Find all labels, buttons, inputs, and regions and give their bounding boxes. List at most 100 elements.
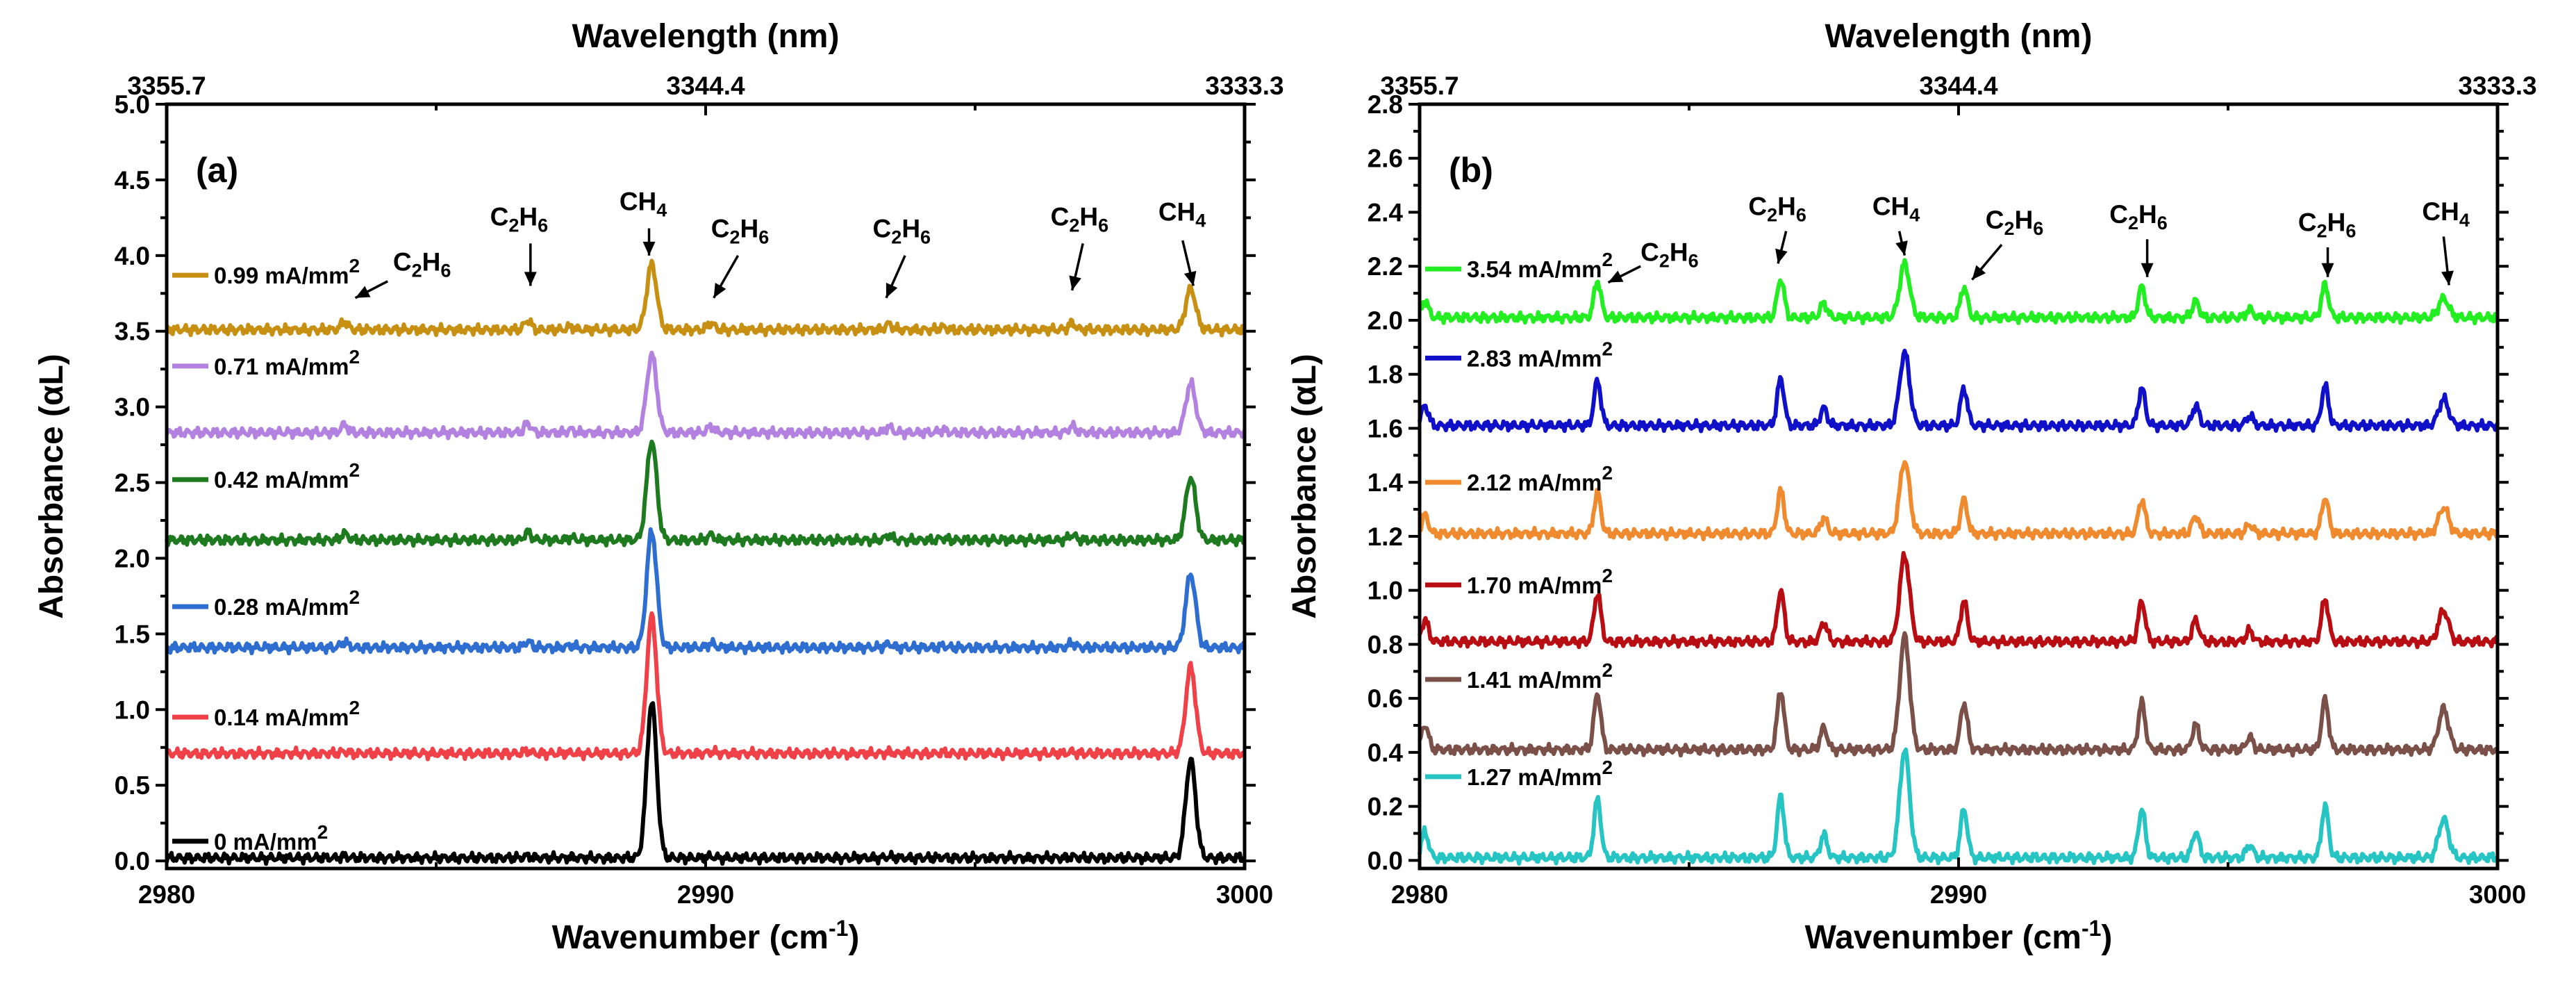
species-sub: 4 <box>656 199 667 220</box>
legend-label: 1.27 mA/mm2 <box>1467 757 1613 790</box>
species-main: C <box>1748 192 1767 220</box>
y-tick-label: 2.4 <box>1368 198 1404 227</box>
legend-label: 3.54 mA/mm2 <box>1467 249 1613 282</box>
arrowhead <box>524 272 537 286</box>
species-mid: H <box>901 215 920 243</box>
species-main: CH <box>2422 197 2459 226</box>
species-label: C2H6 <box>2109 200 2168 233</box>
y-tick-label: 2.6 <box>1368 145 1403 173</box>
legend-label: 1.41 mA/mm2 <box>1467 659 1613 693</box>
x-axis-title-close: ) <box>848 919 859 956</box>
arrowhead <box>1895 240 1908 256</box>
legend-label: 0.14 mA/mm2 <box>214 697 360 730</box>
species-sub: 4 <box>1909 204 1920 225</box>
species-sub: 2 <box>508 215 519 236</box>
arrowhead <box>642 241 656 256</box>
series-line <box>1418 258 2499 326</box>
y-tick-label: 2.5 <box>115 469 150 497</box>
y-tick-label: 4.5 <box>115 166 150 195</box>
panel-label: (b) <box>1449 151 1493 190</box>
species-main: C <box>873 215 892 243</box>
species-label: C2H6 <box>1986 206 2044 239</box>
legend-label-sup: 2 <box>1602 659 1613 681</box>
species-mid: H <box>1777 192 1796 220</box>
arrowhead <box>355 286 371 298</box>
top-tick-label: 3355.7 <box>127 72 206 100</box>
peak-annotation: C2H6 <box>711 215 769 299</box>
peak-annotation: CH4 <box>1872 192 1920 256</box>
top-axis-title: Wavelength (nm) <box>572 18 840 55</box>
legend-label-sup: 2 <box>1602 462 1613 484</box>
species-main: C <box>1986 206 2004 234</box>
arrowhead <box>1775 248 1788 264</box>
legend-label-sup: 2 <box>317 821 329 843</box>
y-tick-label: 3.0 <box>115 393 150 422</box>
species-sub: 2 <box>1069 215 1079 236</box>
y-tick-label: 2.2 <box>1368 252 1403 281</box>
peak-annotation: C2H6 <box>1748 192 1806 264</box>
traces <box>1418 258 2500 866</box>
x-axis-title-close: ) <box>2101 919 2112 956</box>
arrowhead <box>2441 270 2454 286</box>
species-main: CH <box>1158 198 1195 227</box>
y-tick-label: 1.0 <box>1368 577 1403 605</box>
species-label: C2H6 <box>1640 238 1699 271</box>
x-axis-title-text: Wavenumber (cm <box>552 919 829 956</box>
x-axis-title-sup: -1 <box>2081 916 2101 941</box>
species-main: C <box>1640 238 1659 266</box>
y-tick-label: 0.8 <box>1368 630 1403 659</box>
legend-label-text: 0.99 mA/mm <box>214 263 349 288</box>
y-tick-label: 5.0 <box>115 90 150 119</box>
peak-annotation: CH4 <box>620 187 667 256</box>
y-tick-label: 1.4 <box>1368 468 1404 497</box>
arrowhead <box>2141 263 2154 277</box>
arrowhead <box>886 282 898 298</box>
peak-annotation: C2H6 <box>2109 200 2168 277</box>
y-axis-title: Absorbance (αL) <box>1286 354 1323 619</box>
y-tick-label: 2.0 <box>115 544 150 573</box>
species-label: CH4 <box>2422 197 2469 231</box>
top-tick-label: 3355.7 <box>1380 72 1459 100</box>
species-sub: 2 <box>2317 221 2327 242</box>
legend-label-text: 3.54 mA/mm <box>1467 256 1602 282</box>
species-sub: 4 <box>1195 211 1206 231</box>
arrowhead <box>2321 263 2334 277</box>
peak-annotation: CH4 <box>2422 197 2470 286</box>
species-main: CH <box>620 187 656 215</box>
arrowhead <box>713 282 726 298</box>
series-line <box>1418 348 2500 434</box>
arrowhead <box>1069 275 1081 290</box>
species-mid: H <box>2015 206 2034 234</box>
species-main: C <box>1051 202 1070 231</box>
legend-label: 0.42 mA/mm2 <box>214 459 360 493</box>
series-line <box>1418 551 2500 650</box>
species-main: C <box>2109 200 2128 229</box>
x-axis-title-text: Wavenumber (cm <box>1805 919 2081 956</box>
species-sub: 6 <box>920 227 931 248</box>
species-mid: H <box>1670 238 1688 266</box>
legend-label-text: 2.12 mA/mm <box>1467 470 1602 495</box>
x-tick-label: 2980 <box>1391 880 1448 909</box>
x-axis-title: Wavenumber (cm-1) <box>552 916 860 956</box>
x-tick-label: 3000 <box>2469 880 2526 909</box>
y-tick-label: 3.5 <box>115 318 150 346</box>
y-tick-label: 1.6 <box>1368 414 1403 443</box>
series-line <box>165 439 1246 548</box>
legend-label-text: 0.71 mA/mm <box>214 354 349 379</box>
species-sub: 2 <box>2004 218 2015 239</box>
series-line <box>1418 460 2499 541</box>
top-tick-label: 3333.3 <box>1205 72 1283 100</box>
species-sub: 2 <box>1659 250 1670 271</box>
y-tick-label: 1.2 <box>1368 522 1403 551</box>
top-axis-title: Wavelength (nm) <box>1825 18 2093 55</box>
species-mid: H <box>422 248 441 277</box>
traces <box>165 258 1247 866</box>
arrowhead <box>1183 270 1197 286</box>
series-line <box>1418 747 2500 866</box>
series-line <box>165 701 1247 866</box>
series-line <box>165 611 1246 761</box>
species-label: C2H6 <box>873 215 931 248</box>
species-sub: 6 <box>2033 218 2043 239</box>
y-tick-label: 0.2 <box>1368 793 1403 821</box>
